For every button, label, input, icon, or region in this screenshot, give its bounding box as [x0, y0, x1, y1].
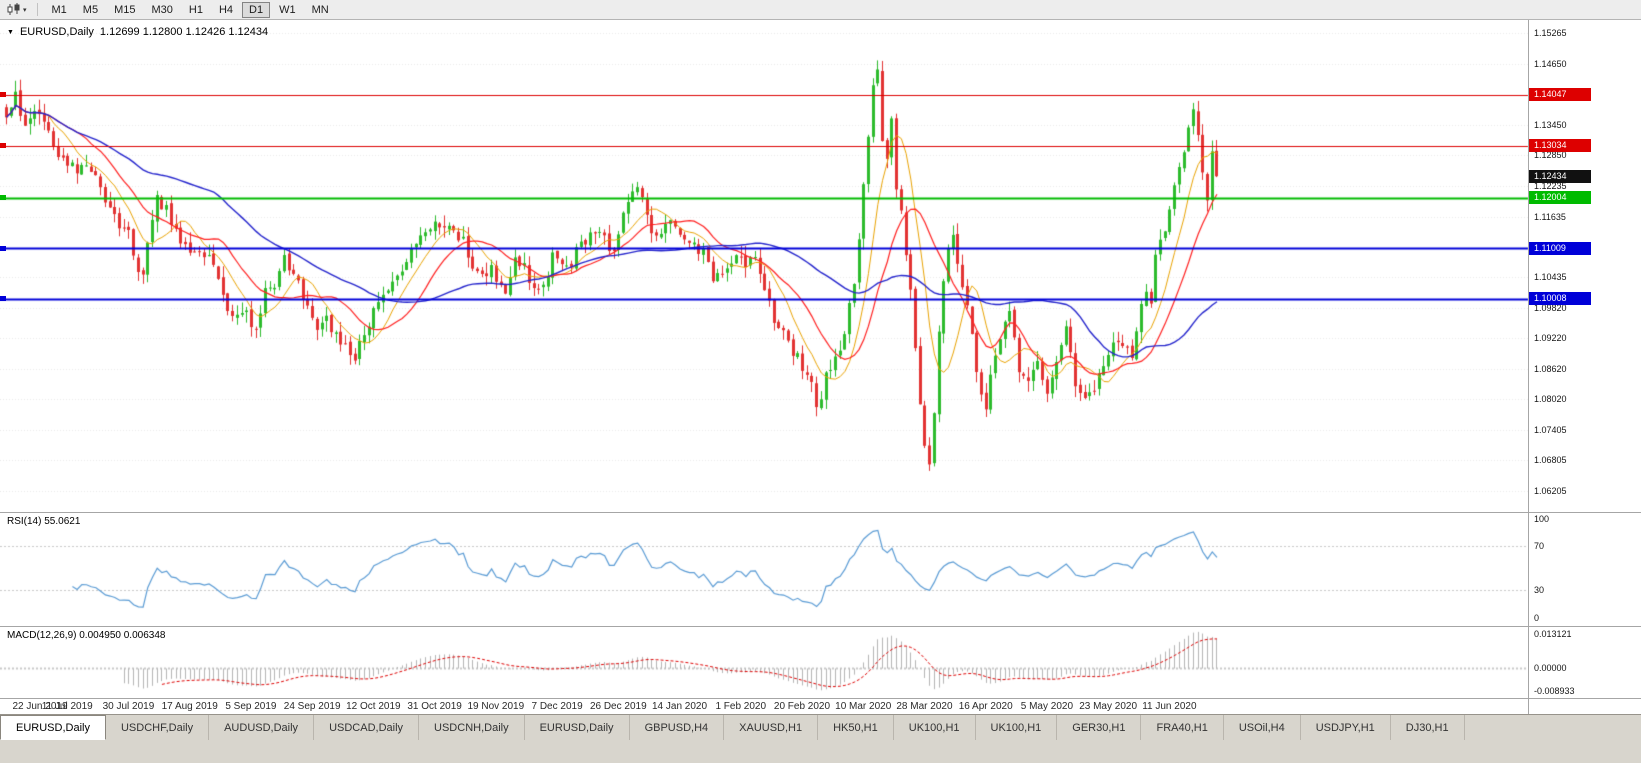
tab-uk100-h1[interactable]: UK100,H1: [976, 715, 1058, 740]
rsi-axis-label: 70: [1534, 541, 1545, 552]
price-axis-label: 1.15265: [1534, 28, 1567, 39]
date-axis-label: 7 Dec 2019: [531, 701, 583, 712]
panel-splitter-rsi[interactable]: [0, 512, 1641, 513]
timeframe-button-w1[interactable]: W1: [279, 3, 296, 16]
timeframe-button-m5[interactable]: M5: [82, 3, 99, 16]
rsi-axis-label: 100: [1534, 514, 1550, 524]
timeframe-button-m15[interactable]: M15: [114, 3, 136, 16]
status-strip: [0, 740, 1641, 763]
timeframe-button-m30[interactable]: M30: [151, 3, 173, 16]
date-axis-label: 10 Mar 2020: [835, 701, 892, 712]
price-axis-label: 1.06205: [1534, 485, 1567, 496]
tab-usdchf-daily[interactable]: USDCHF,Daily: [106, 715, 210, 740]
price-axis-label: 1.06805: [1534, 455, 1567, 466]
price-level-box[interactable]: 1.12004: [1529, 191, 1591, 205]
chart-title-ohlc: 1.12699 1.12800 1.12426 1.12434: [99, 26, 269, 38]
chart-dropdown-icon[interactable]: ▼: [7, 28, 14, 36]
price-axis-label: 1.14650: [1534, 59, 1567, 70]
date-axis-border: [0, 698, 1641, 699]
tab-audusd-daily[interactable]: AUDUSD,Daily: [209, 715, 315, 740]
tab-hk50-h1[interactable]: HK50,H1: [818, 715, 894, 740]
price-level-box[interactable]: 1.10008: [1529, 292, 1591, 306]
date-axis-label: 30 Jul 2019: [102, 701, 155, 712]
date-axis-label: 19 Nov 2019: [467, 701, 525, 712]
date-axis-label: 14 Jan 2020: [651, 701, 708, 712]
chevron-down-icon: ▾: [23, 6, 27, 14]
tab-dj30-h1[interactable]: DJ30,H1: [1391, 715, 1465, 740]
date-axis-label: 11 Jun 2020: [1142, 701, 1197, 712]
rsi-axis-label: 30: [1534, 584, 1545, 595]
price-axis-label: 1.08020: [1534, 393, 1567, 404]
timeframe-button-h4[interactable]: H4: [218, 3, 234, 16]
timeframe-button-mn[interactable]: MN: [311, 3, 329, 16]
price-level-box[interactable]: 1.14047: [1529, 88, 1591, 102]
price-axis-label: 1.09220: [1534, 333, 1567, 344]
price-axis-label: 1.13450: [1534, 119, 1567, 130]
date-axis-label: 1 Feb 2020: [715, 701, 767, 712]
tab-usdcad-daily[interactable]: USDCAD,Daily: [314, 715, 420, 740]
tab-ger30-h1[interactable]: GER30,H1: [1057, 715, 1142, 740]
chart-canvas[interactable]: [0, 20, 1641, 698]
date-axis-label: 5 May 2020: [1020, 701, 1074, 712]
price-axis-label: 1.11635: [1534, 211, 1566, 222]
date-axis-label: 28 Mar 2020: [896, 701, 953, 712]
date-axis-label: 31 Oct 2019: [407, 701, 462, 712]
level-line-left-marker[interactable]: [0, 296, 6, 302]
chart-title: ▼ EURUSD,Daily 1.12699 1.12800 1.12426 1…: [7, 26, 268, 38]
price-axis-label: 1.10435: [1534, 272, 1567, 283]
date-axis-label: 23 May 2020: [1079, 701, 1138, 712]
date-axis-label: 16 Apr 2020: [958, 701, 1013, 712]
rsi-label: RSI(14) 55.0621: [7, 516, 81, 527]
date-axis-label: 20 Feb 2020: [773, 701, 831, 712]
timeframe-button-d1[interactable]: D1: [242, 1, 271, 18]
price-level-box[interactable]: 1.13034: [1529, 139, 1591, 153]
level-line-left-marker[interactable]: [0, 143, 6, 149]
date-axis-label: 5 Sep 2019: [225, 701, 277, 712]
date-axis-label: 22 Jun 2019: [12, 701, 68, 712]
macd-axis-label: 0.00000: [1534, 662, 1567, 673]
level-line-left-marker[interactable]: [0, 195, 6, 201]
tab-eurusd-daily[interactable]: EURUSD,Daily: [0, 715, 106, 740]
date-axis-label: 26 Dec 2019: [589, 701, 647, 712]
date-axis-label: 12 Oct 2019: [346, 701, 401, 712]
price-axis-border: [1528, 20, 1529, 714]
level-line-left-marker[interactable]: [0, 245, 6, 251]
price-level-box[interactable]: 1.12434: [1529, 169, 1591, 183]
date-axis-label: 17 Aug 2019: [161, 701, 218, 712]
tab-uk100-h1[interactable]: UK100,H1: [894, 715, 976, 740]
tab-usoil-h4[interactable]: USOil,H4: [1224, 715, 1301, 740]
timeframe-toolbar: ▾ M1 M5 M15 M30 H1 H4 D1 W1 MN: [0, 0, 1641, 20]
chart-type-icon[interactable]: ▾: [4, 3, 30, 16]
macd-axis-label: -0.008933: [1534, 686, 1575, 696]
level-line-left-marker[interactable]: [0, 92, 6, 98]
chart-title-symbol: EURUSD,Daily: [19, 26, 94, 38]
tab-fra40-h1[interactable]: FRA40,H1: [1141, 715, 1224, 740]
tab-usdcnh-daily[interactable]: USDCNH,Daily: [419, 715, 525, 740]
price-axis-label: 1.08620: [1534, 363, 1567, 374]
price-axis-label: 1.12235: [1534, 181, 1567, 192]
date-axis-label: 24 Sep 2019: [283, 701, 341, 712]
tab-eurusd-daily[interactable]: EURUSD,Daily: [525, 715, 630, 740]
macd-label: MACD(12,26,9) 0.004950 0.006348: [7, 630, 166, 641]
chart-tabs-bar: EURUSD,Daily USDCHF,Daily AUDUSD,Daily USDC…: [0, 714, 1641, 740]
rsi-axis-label: 0: [1534, 613, 1540, 623]
price-axis-label: 1.09820: [1534, 303, 1567, 314]
candlestick-icon: [7, 3, 20, 15]
timeframe-button-m1[interactable]: M1: [51, 3, 67, 16]
tab-usdjpy-h1[interactable]: USDJPY,H1: [1301, 715, 1391, 740]
price-axis-label: 1.07405: [1534, 425, 1567, 435]
price-level-box[interactable]: 1.11009: [1529, 241, 1591, 255]
tab-xauusd-h1[interactable]: XAUUSD,H1: [724, 715, 819, 740]
date-axis-label: 11 Jul 2019: [41, 701, 93, 712]
tab-gbpusd-h4[interactable]: GBPUSD,H4: [630, 715, 725, 740]
timeframe-button-h1[interactable]: H1: [188, 3, 203, 16]
panel-splitter-macd[interactable]: [0, 626, 1641, 627]
macd-axis-label: 0.013121: [1534, 629, 1572, 639]
toolbar-separator: [36, 3, 38, 16]
price-axis-label: 1.12850: [1534, 150, 1567, 161]
timeframe-buttons: M1 M5 M15 M30 H1 H4 D1 W1 MN: [45, 1, 336, 18]
